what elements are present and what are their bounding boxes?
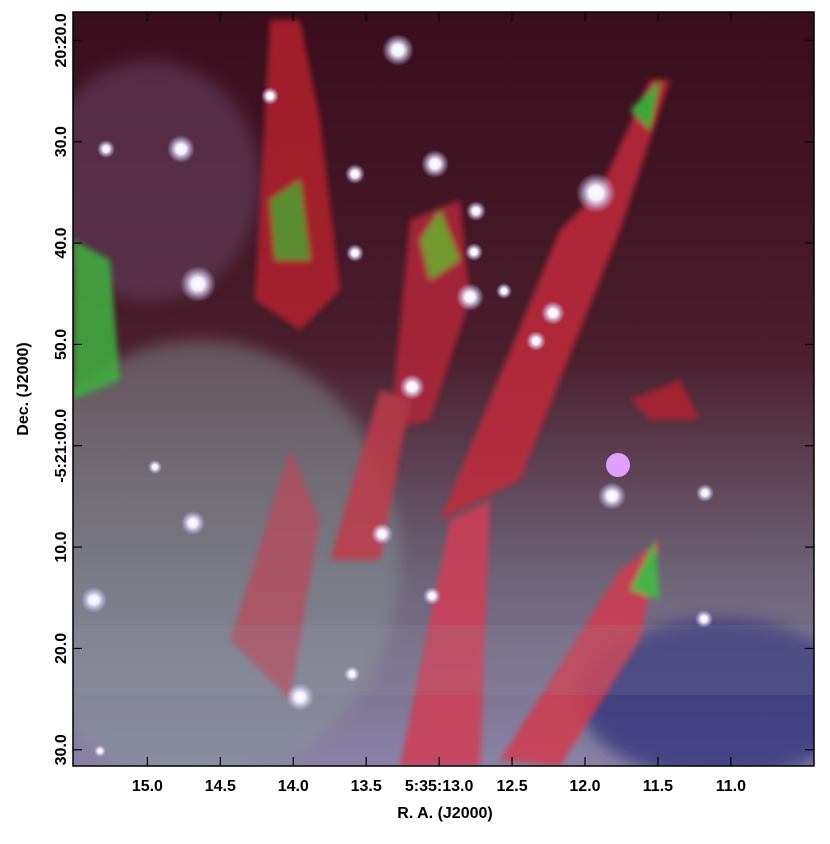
y-tick-label: 10.0 [53,531,70,562]
x-tick-label: 5:35:13.0 [405,778,474,795]
x-tick-label: 14.5 [205,778,236,795]
x-tick-label: 12.5 [496,778,527,795]
x-tick-label: 15.0 [132,778,163,795]
y-tick-label: 40.0 [53,227,70,258]
y-tick-label: 20.0 [53,633,70,664]
y-tick-label: 50.0 [53,329,70,360]
y-tick-label: 30.0 [53,734,70,765]
x-tick-label: 13.5 [351,778,382,795]
x-tick-label: 12.0 [569,778,600,795]
x-axis-label: R. A. (J2000) [397,805,492,822]
plot-frame [72,11,815,767]
y-axis-label: Dec. (J2000) [15,342,32,435]
x-tick-label: 14.0 [278,778,309,795]
x-tick-label: 11.5 [643,778,673,795]
x-tick-label: 11.0 [716,778,746,795]
y-tick-label: -5:21:00.0 [53,409,70,483]
y-tick-label: 30.0 [53,126,70,157]
y-tick-label: 20:20.0 [53,13,70,67]
nebula-image [73,12,814,766]
stars [81,34,714,757]
